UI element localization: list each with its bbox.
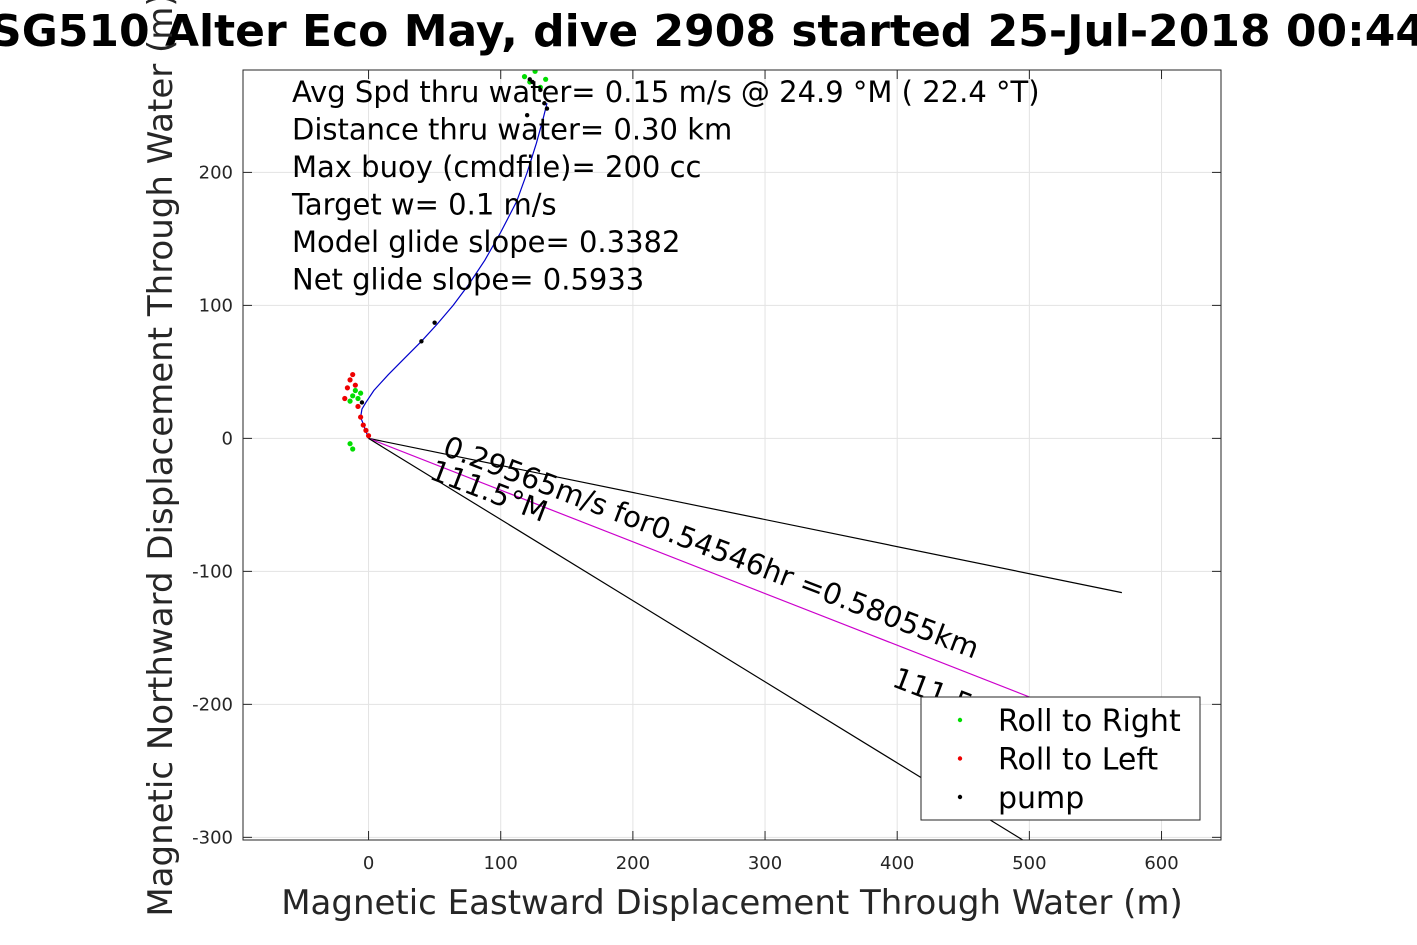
roll-right-point xyxy=(358,390,364,396)
pump-point xyxy=(432,320,437,325)
legend-marker xyxy=(957,794,963,800)
info-line: Target w= 0.1 m/s xyxy=(291,188,557,222)
y-tick-label: 0 xyxy=(222,428,233,449)
y-tick-label: -100 xyxy=(192,561,233,582)
legend-label: Roll to Left xyxy=(998,743,1158,778)
y-tick-label: 200 xyxy=(199,162,233,183)
info-line: Model glide slope= 0.3382 xyxy=(292,225,680,259)
legend-marker xyxy=(957,756,963,761)
pump-point xyxy=(542,101,547,106)
roll-left-point xyxy=(355,403,361,410)
roll-right-point xyxy=(350,393,356,399)
direction-ray xyxy=(368,437,1024,840)
info-line: Avg Spd thru water= 0.15 m/s @ 24.9 °M (… xyxy=(292,75,1040,109)
roll-right-point xyxy=(543,76,549,82)
legend-box xyxy=(920,696,1201,821)
legend-label: Roll to Right xyxy=(998,704,1181,739)
x-tick-label: 600 xyxy=(1144,853,1178,874)
roll-left-point xyxy=(363,427,369,433)
pump-point xyxy=(419,339,424,344)
pump-point xyxy=(359,400,365,405)
roll-left-point xyxy=(342,395,348,402)
legend-marker xyxy=(957,717,963,723)
plot-border xyxy=(242,69,1222,841)
roll-right-point xyxy=(521,74,528,80)
track-line xyxy=(360,103,548,439)
roll-left-point xyxy=(350,371,356,378)
legend-label: pump xyxy=(998,781,1084,816)
y-tick-label: 100 xyxy=(199,295,233,316)
pump-point xyxy=(527,77,532,82)
pump-point xyxy=(544,106,550,111)
roll-right-point xyxy=(532,70,538,74)
roll-right-point xyxy=(352,387,358,394)
roll-left-point xyxy=(352,382,358,388)
x-tick-label: 500 xyxy=(1012,853,1046,874)
info-line: Max buoy (cmdfile)= 200 cc xyxy=(292,150,701,184)
axis-ticks: 0 100 200 300 400 500 600 -300 -200 -100 0 100 200 xyxy=(192,70,1221,874)
y-axis-label: Magnetic Northward Displacement Through … xyxy=(141,0,181,917)
roll-right-point xyxy=(355,395,361,402)
roll-right-point xyxy=(347,441,353,447)
y-tick-label: -300 xyxy=(192,827,233,848)
chart-title: SG510 Alter Eco May, dive 2908 started 2… xyxy=(0,6,1417,57)
roll-left-point xyxy=(344,385,351,391)
roll-left-point xyxy=(365,433,372,439)
x-tick-label: 400 xyxy=(880,853,914,874)
info-text-block: Avg Spd thru water= 0.15 m/s @ 24.9 °M (… xyxy=(291,75,1040,297)
x-tick-label: 200 xyxy=(616,853,650,874)
roll-right-point xyxy=(350,446,356,452)
direction-ray xyxy=(368,437,1083,719)
pump-point xyxy=(524,113,530,118)
roll-left-point xyxy=(358,414,364,420)
x-tick-label: 0 xyxy=(363,853,374,874)
roll-right-point xyxy=(347,398,353,404)
roll-left-point xyxy=(360,422,366,428)
info-line: Net glide slope= 0.5933 xyxy=(292,263,644,297)
x-tick-label: 300 xyxy=(748,853,782,874)
grid-lines xyxy=(243,70,1221,840)
x-tick-label: 100 xyxy=(484,853,518,874)
pump-point xyxy=(538,87,543,93)
y-tick-label: -200 xyxy=(192,694,233,715)
direction-ray xyxy=(368,437,1122,594)
info-line: Distance thru water= 0.30 km xyxy=(292,113,732,147)
roll-left-point xyxy=(347,377,353,383)
plot-content xyxy=(342,70,1122,840)
x-axis-label: Magnetic Eastward Displacement Through W… xyxy=(281,883,1183,923)
